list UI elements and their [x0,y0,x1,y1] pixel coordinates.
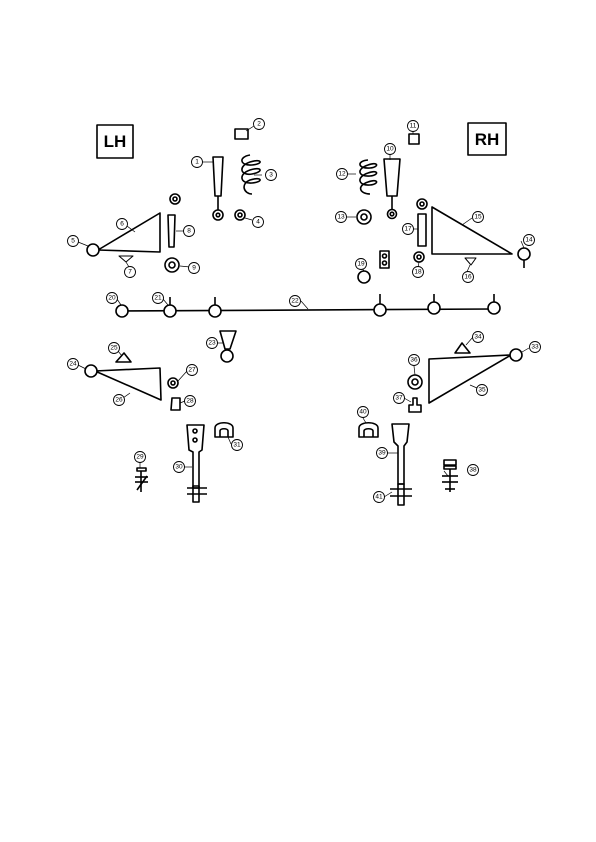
callout-39: 39 [378,450,386,457]
callout-30: 30 [175,464,183,471]
mount-rear-right [407,374,423,390]
bump-stop-left [118,255,134,263]
callout-6: 6 [120,221,124,228]
callout-5: 5 [71,238,75,245]
bump-stop-rear-right [454,342,471,354]
callout-13: 13 [337,214,345,221]
callout-38: 38 [469,467,477,474]
callout-41: 41 [375,494,383,501]
mount-right [356,209,372,225]
hub-carrier-left [186,424,207,503]
trailing-arm-right [428,348,523,404]
callout-36: 36 [410,357,418,364]
callout-4: 4 [256,219,260,226]
callout-25: 25 [110,345,118,352]
callout-1: 1 [195,159,199,166]
callout-15: 15 [474,214,482,221]
shock-absorber-right [383,158,401,220]
washer-right [357,270,371,284]
callout-23: 23 [208,340,216,347]
bush-left-upper [169,193,181,205]
spacer-left [167,214,176,248]
wishbone-left [86,212,161,257]
shock-absorber-left [212,156,224,221]
cap-right [358,421,379,438]
coil-spring-left [241,154,261,195]
bush-left [234,209,246,221]
clamp-right [379,250,390,269]
bracket-rear-right [408,397,422,413]
callout-34: 34 [474,334,482,341]
callout-7: 7 [128,269,132,276]
callout-37: 37 [395,395,403,402]
callout-17: 17 [404,226,412,233]
cap-left [214,421,234,438]
rh-box [467,122,507,156]
callout-20: 20 [108,295,116,302]
callout-35: 35 [478,387,486,394]
bush-rear-left [167,377,179,389]
callout-2: 2 [257,121,261,128]
lh-label: LH [104,132,127,151]
drop-link [219,330,237,363]
callout-29: 29 [136,454,144,461]
callout-3: 3 [269,172,273,179]
bush-right-upper [416,198,428,210]
callout-28: 28 [186,398,194,405]
callout-16: 16 [464,274,472,281]
bracket-rear-left [170,397,181,411]
callout-24: 24 [69,361,77,368]
callout-31: 31 [233,442,241,449]
bush-right [413,251,425,263]
trailing-arm-left [84,364,162,401]
callout-19: 19 [357,261,365,268]
callout-8: 8 [187,228,191,235]
callout-9: 9 [192,265,196,272]
callout-11: 11 [410,123,417,130]
pad-right [408,133,420,145]
pad-left [234,128,249,140]
callout-27: 27 [188,367,196,374]
callout-22: 22 [291,298,299,305]
callout-18: 18 [414,269,422,276]
rh-label: RH [475,130,500,149]
bolt-left [135,467,148,492]
spacer-right [417,213,427,247]
callout-14: 14 [525,237,533,244]
bolt-right [442,459,458,492]
callout-33: 33 [531,344,539,351]
callout-10: 10 [386,146,394,153]
coil-spring-right [359,159,378,195]
callout-21: 21 [154,295,162,302]
bump-stop-rear-left [115,352,132,363]
bump-stop-right [464,257,477,266]
callout-40: 40 [359,409,367,416]
lh-box [96,124,134,159]
mount-left [164,257,180,273]
callout-12: 12 [338,171,346,178]
hub-carrier-right [390,423,412,506]
callout-26: 26 [115,397,123,404]
wishbone-right [431,206,531,268]
anti-roll-bar [115,294,501,318]
